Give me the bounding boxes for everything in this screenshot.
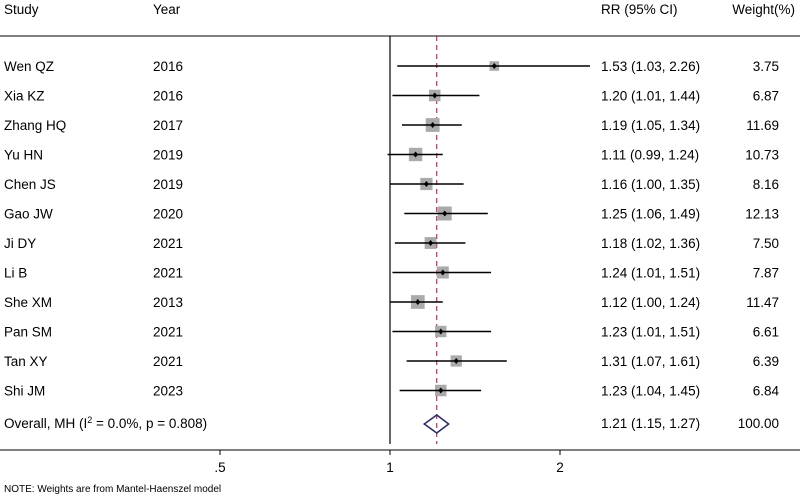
footnote: NOTE: Weights are from Mantel-Haenszel m… <box>4 484 221 495</box>
weight-text: 8.16 <box>753 177 779 192</box>
study-year: 2020 <box>153 207 183 222</box>
table-header: Study Year RR (95% CI) Weight(%) <box>4 2 795 17</box>
point-estimate-marker <box>430 122 436 128</box>
study-year: 2016 <box>153 89 183 104</box>
study-year: 2023 <box>153 384 183 399</box>
study-row: Ji DY 2021 1.18 (1.02, 1.36) 7.50 <box>4 236 779 251</box>
point-estimate-marker <box>423 181 429 187</box>
overall-label: Overall, MH (I2 = 0.0%, p = 0.808) <box>4 415 207 431</box>
study-year: 2021 <box>153 325 183 340</box>
effect-text: 1.31 (1.07, 1.61) <box>601 354 700 369</box>
effect-text: 1.23 (1.01, 1.51) <box>601 325 700 340</box>
weight-text: 3.75 <box>753 59 779 74</box>
weight-text: 11.69 <box>746 118 779 133</box>
effect-text: 1.53 (1.03, 2.26) <box>601 59 700 74</box>
study-year: 2021 <box>153 266 183 281</box>
study-row: She XM 2013 1.12 (1.00, 1.24) 11.47 <box>4 295 779 310</box>
study-year: 2019 <box>153 177 183 192</box>
effect-text: 1.23 (1.04, 1.45) <box>601 384 700 399</box>
study-year: 2019 <box>153 148 183 163</box>
overall-row: Overall, MH (I2 = 0.0%, p = 0.808) 1.21 … <box>4 414 779 434</box>
x-axis-tick-label: 2 <box>556 460 564 475</box>
effect-text: 1.24 (1.01, 1.51) <box>601 266 700 281</box>
overall-effect-text: 1.21 (1.15, 1.27) <box>601 416 700 431</box>
effect-text: 1.25 (1.06, 1.49) <box>601 207 700 222</box>
study-name: Zhang HQ <box>4 118 66 133</box>
study-name: Shi JM <box>4 384 45 399</box>
study-year: 2013 <box>153 295 183 310</box>
header-weight: Weight(%) <box>732 2 795 17</box>
point-estimate-marker <box>438 328 444 335</box>
point-estimate-marker <box>415 299 421 305</box>
study-year: 2021 <box>153 354 183 369</box>
point-estimate-marker <box>413 151 419 158</box>
x-axis-tick-label: .5 <box>214 460 225 475</box>
x-axis-ticks: .5 1 2 <box>214 450 564 475</box>
effect-text: 1.20 (1.01, 1.44) <box>601 89 700 104</box>
study-name: Pan SM <box>4 325 52 340</box>
weight-text: 6.87 <box>753 89 779 104</box>
header-effect: RR (95% CI) <box>601 2 678 17</box>
study-name: Ji DY <box>4 236 36 251</box>
weight-text: 6.61 <box>753 325 779 340</box>
point-estimate-marker <box>438 387 444 394</box>
study-row: Yu HN 2019 1.11 (0.99, 1.24) 10.73 <box>4 148 779 163</box>
weight-text: 7.50 <box>753 236 779 251</box>
effect-text: 1.11 (0.99, 1.24) <box>601 148 699 163</box>
header-study: Study <box>4 2 39 17</box>
study-year: 2017 <box>153 118 183 133</box>
study-year: 2021 <box>153 236 183 251</box>
study-name: Tan XY <box>4 354 48 369</box>
study-name: Chen JS <box>4 177 56 192</box>
weight-text: 6.39 <box>753 354 779 369</box>
study-row: Pan SM 2021 1.23 (1.01, 1.51) 6.61 <box>4 325 779 340</box>
x-axis-tick-label: 1 <box>386 460 394 475</box>
effect-text: 1.18 (1.02, 1.36) <box>601 236 700 251</box>
point-estimate-marker <box>491 63 497 69</box>
study-row: Wen QZ 2016 1.53 (1.03, 2.26) 3.75 <box>4 59 779 74</box>
weight-text: 11.47 <box>746 295 779 310</box>
study-rows: Wen QZ 2016 1.53 (1.03, 2.26) 3.75 Xia KZ 201… <box>4 59 779 399</box>
study-row: Shi JM 2023 1.23 (1.04, 1.45) 6.84 <box>4 384 779 399</box>
point-estimate-marker <box>453 358 459 364</box>
overall-weight-text: 100.00 <box>738 416 779 431</box>
point-estimate-marker <box>432 92 438 99</box>
effect-text: 1.16 (1.00, 1.35) <box>601 177 700 192</box>
point-estimate-marker <box>440 269 446 276</box>
overall-diamond <box>422 414 450 434</box>
effect-text: 1.19 (1.05, 1.34) <box>601 118 700 133</box>
study-name: Yu HN <box>4 148 43 163</box>
study-row: Gao JW 2020 1.25 (1.06, 1.49) 12.13 <box>4 206 779 222</box>
study-name: Li B <box>4 266 27 281</box>
overall-label-suffix: = 0.0%, p = 0.808) <box>92 416 207 431</box>
study-row: Chen JS 2019 1.16 (1.00, 1.35) 8.16 <box>4 177 779 192</box>
study-row: Zhang HQ 2017 1.19 (1.05, 1.34) 11.69 <box>4 118 779 133</box>
header-year: Year <box>153 2 181 17</box>
point-estimate-marker <box>442 210 448 217</box>
weight-text: 10.73 <box>745 148 779 163</box>
study-year: 2016 <box>153 59 183 74</box>
study-name: Wen QZ <box>4 59 54 74</box>
study-name: Xia KZ <box>4 89 45 104</box>
study-name: Gao JW <box>4 207 53 222</box>
point-estimate-marker <box>428 240 434 246</box>
study-row: Xia KZ 2016 1.20 (1.01, 1.44) 6.87 <box>4 89 779 104</box>
weight-text: 6.84 <box>753 384 780 399</box>
study-name: She XM <box>4 295 52 310</box>
study-row: Tan XY 2021 1.31 (1.07, 1.61) 6.39 <box>4 354 779 369</box>
effect-text: 1.12 (1.00, 1.24) <box>601 295 700 310</box>
overall-label-prefix: Overall, MH (I <box>4 416 87 431</box>
weight-text: 7.87 <box>753 266 779 281</box>
study-row: Li B 2021 1.24 (1.01, 1.51) 7.87 <box>4 266 779 281</box>
weight-text: 12.13 <box>745 207 779 222</box>
overall-label-sup: 2 <box>87 415 92 425</box>
